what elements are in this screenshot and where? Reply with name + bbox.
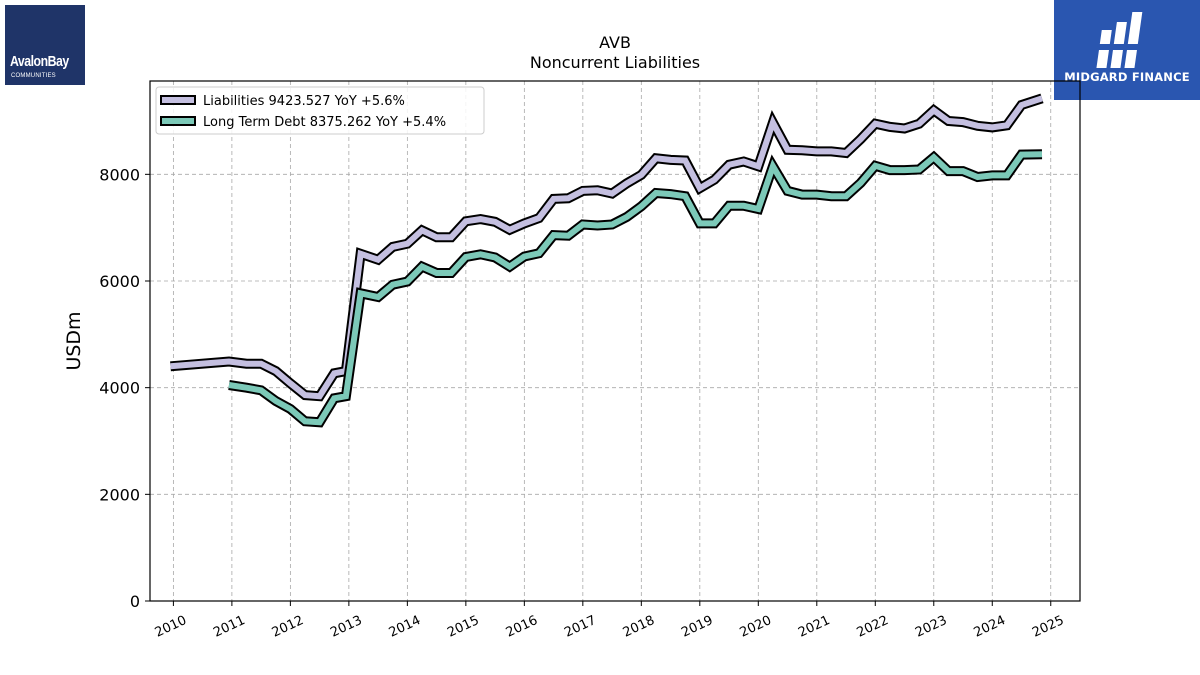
y-axis-label: USDm bbox=[63, 311, 85, 370]
series-line-outline bbox=[170, 93, 1044, 402]
x-tick-label: 2017 bbox=[562, 613, 598, 641]
legend-box bbox=[155, 86, 485, 135]
y-tick-label: 8000 bbox=[99, 165, 140, 184]
x-tick-label: 2011 bbox=[211, 613, 247, 641]
x-tick-label: 2015 bbox=[445, 613, 481, 641]
x-tick-label: 2013 bbox=[328, 613, 364, 641]
plot-frame bbox=[149, 80, 1081, 602]
y-tick-label: 4000 bbox=[99, 379, 140, 398]
midgard-logo-mark-icon bbox=[1096, 12, 1143, 68]
x-tick-label: 2018 bbox=[621, 613, 657, 641]
legend-entry-label: Liabilities 9423.527 YoY +5.6% bbox=[203, 94, 405, 109]
series-line-outline bbox=[228, 149, 1043, 428]
y-tick-label: 6000 bbox=[99, 272, 140, 291]
legend-swatch bbox=[160, 95, 196, 105]
series-line bbox=[170, 95, 1043, 400]
legend-swatch bbox=[160, 116, 196, 126]
legend: Liabilities 9423.527 YoY +5.6% Long Term … bbox=[155, 86, 485, 135]
x-tick-label: 2025 bbox=[1030, 613, 1066, 641]
midgard-finance-logo: MIDGARD FINANCE bbox=[1054, 0, 1200, 100]
series-line bbox=[228, 151, 1043, 426]
x-tick-label: 2012 bbox=[270, 613, 306, 641]
chart-title: AVB bbox=[599, 33, 631, 52]
x-tick-label: 2024 bbox=[972, 613, 1008, 641]
y-tick-label: 0 bbox=[130, 592, 140, 611]
x-tick-label: 2014 bbox=[387, 613, 423, 641]
avalonbay-logo: AvalonBay COMMUNITIES bbox=[5, 5, 85, 85]
x-tick-label: 2019 bbox=[679, 613, 715, 641]
series-long-term-debt bbox=[228, 149, 1043, 428]
series-layer bbox=[170, 93, 1044, 428]
avalonbay-logo-sub: COMMUNITIES bbox=[11, 73, 56, 79]
x-tick-label: 2016 bbox=[504, 613, 540, 641]
x-tick-label: 2021 bbox=[796, 613, 832, 641]
x-tick-label: 2022 bbox=[855, 613, 891, 641]
x-tick-label: 2023 bbox=[913, 613, 949, 641]
y-tick-label: 2000 bbox=[99, 485, 140, 504]
x-tick-label: 2010 bbox=[153, 613, 189, 641]
x-tick-label: 2020 bbox=[738, 613, 774, 641]
legend-entry-label: Long Term Debt 8375.262 YoY +5.4% bbox=[203, 115, 446, 130]
midgard-logo-word: MIDGARD FINANCE bbox=[1064, 70, 1190, 84]
chart-subtitle: Noncurrent Liabilities bbox=[530, 53, 700, 72]
series-liabilities bbox=[170, 93, 1044, 402]
grid bbox=[150, 81, 1080, 601]
avalonbay-logo-brand: AvalonBay bbox=[10, 53, 69, 70]
